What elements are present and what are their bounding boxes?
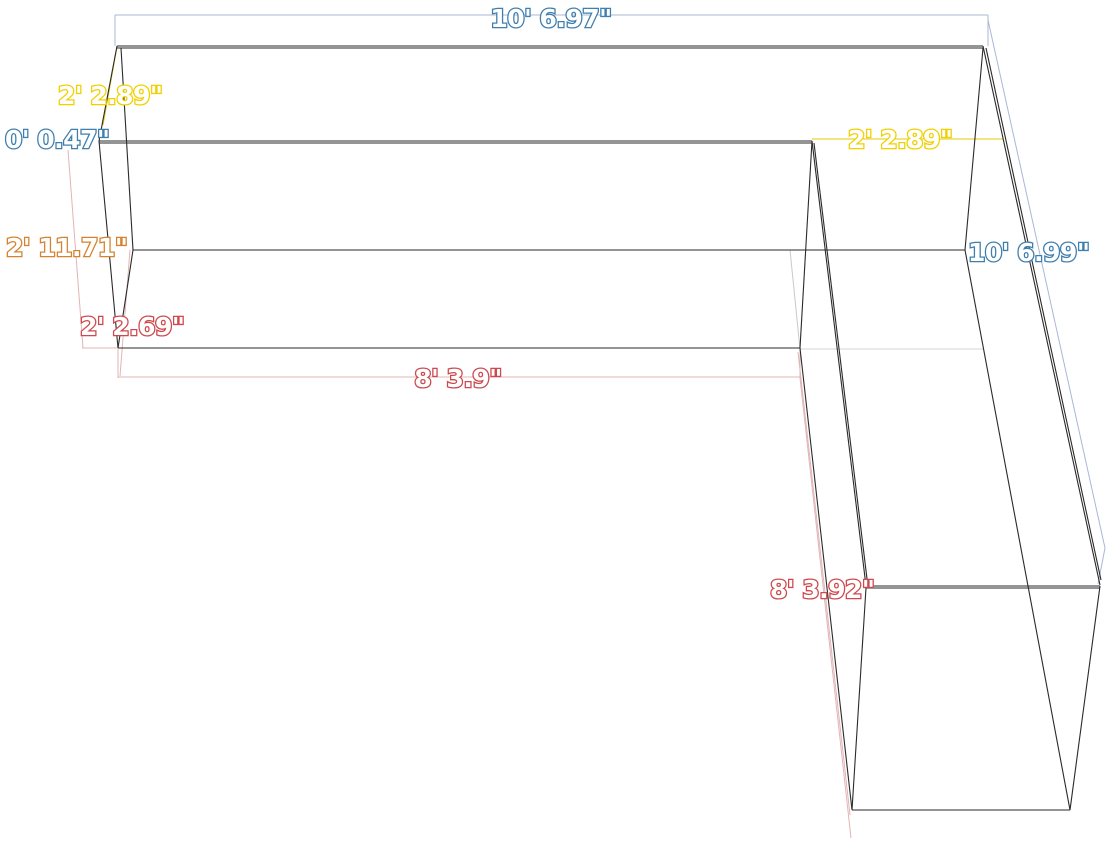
edge-inner-corner-post: [799, 140, 813, 349]
dim-line-height: [67, 149, 84, 349]
edge-chaise-end-right-post: [1069, 585, 1101, 811]
edge-left-front-post: [98, 140, 119, 349]
dim-line-right-length: [987, 19, 1106, 549]
label-left-offset: 0' 0.47": [5, 125, 109, 154]
label-left-depth: 2' 2.89": [58, 81, 162, 110]
label-chaise-length: 8' 3.92": [770, 575, 874, 604]
label-right-length: 10' 6.99": [968, 238, 1089, 267]
dimension-lines: [67, 14, 1106, 839]
edge-right-inner-base: [964, 249, 1071, 811]
edge-right-back-top: [982, 45, 1101, 586]
edge-chaise-end-left-post: [851, 587, 867, 811]
edge-chaise-inner-top-2: [813, 142, 869, 588]
edge-chaise-inner-base: [799, 347, 853, 811]
edge-right-back-top-2: [985, 47, 1102, 581]
edge-left-top: [98, 45, 118, 142]
label-right-depth: 2' 2.89": [848, 125, 952, 154]
edge-right-back-post: [964, 47, 984, 251]
sectional-edges: [98, 45, 1102, 811]
edge-left-back-post: [120, 47, 134, 251]
label-front-length: 8' 3.9": [414, 364, 502, 393]
edge-chaise-inner-top: [811, 140, 867, 587]
edge-left-inner-post: [117, 249, 134, 349]
label-seat-depth: 2' 2.69": [80, 312, 184, 341]
dim-line-chaise-length: [799, 377, 852, 839]
label-overall-width: 10' 6.97": [490, 4, 611, 33]
dim-line-chaise-length-2: [797, 351, 851, 816]
dim-line-inner-left: [119, 249, 131, 377]
label-height: 2' 11.71": [6, 233, 127, 262]
dim-line-right-length-end: [1097, 547, 1106, 585]
dimension-labels: 10' 6.97" 2' 2.89" 0' 0.47" 2' 2.89" 2' …: [4, 3, 1091, 606]
dim-line-inner-post: [789, 249, 801, 350]
